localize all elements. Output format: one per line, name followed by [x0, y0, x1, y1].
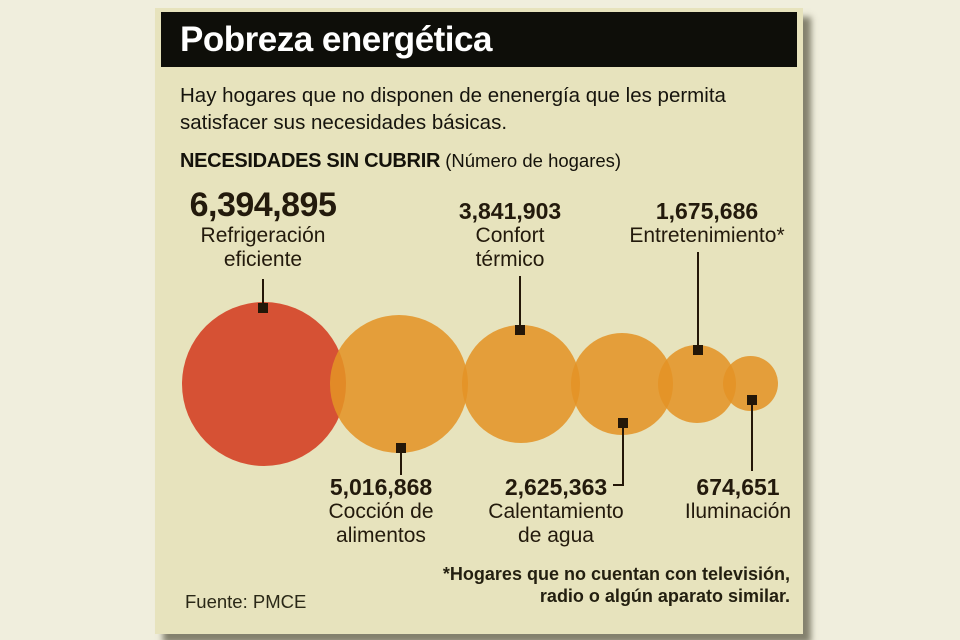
label-iluminacion: 674,651 Iluminación — [685, 474, 791, 524]
connector-line-entretenimiento — [697, 252, 699, 346]
section-header: NECESIDADES SIN CUBRIR (Número de hogare… — [180, 150, 621, 173]
marker-coccion — [396, 443, 406, 453]
label-refrigeracion: 6,394,895 Refrigeración eficiente — [190, 187, 337, 272]
label-confort: 3,841,903 Confort térmico — [459, 198, 561, 272]
marker-entretenimiento — [693, 345, 703, 355]
marker-iluminacion — [747, 395, 757, 405]
infographic-card: Pobreza energética Hay hogares que no di… — [155, 8, 803, 634]
footnote-line2: radio o algún aparato similar. — [539, 586, 790, 606]
marker-refrigeracion — [258, 303, 268, 313]
category-entretenimiento: Entretenimiento* — [629, 224, 785, 247]
category-refrigeracion-line2: eficiente — [223, 248, 303, 271]
section-heading: NECESIDADES SIN CUBRIR — [180, 150, 441, 172]
value-iluminacion: 674,651 — [696, 474, 780, 500]
category-iluminacion: Iluminación — [684, 500, 792, 523]
bubble-confort — [462, 325, 580, 443]
category-confort-line2: térmico — [475, 248, 545, 271]
marker-confort — [515, 325, 525, 335]
connector-line-confort — [519, 276, 521, 326]
intro-text-line2: satisfacer sus necesidades básicas. — [180, 111, 508, 134]
connector-elbow-calentamiento — [613, 484, 623, 486]
intro-text-line1: Hay hogares que no disponen de enenergía… — [180, 84, 726, 107]
intro-text: Hay hogares que no disponen de enenergía… — [180, 82, 780, 136]
footnote: *Hogares que no cuentan con televisión, … — [443, 563, 790, 607]
category-coccion-line1: Cocción de — [328, 500, 434, 523]
label-entretenimiento: 1,675,686 Entretenimiento* — [629, 198, 784, 248]
footnote-line1: *Hogares que no cuentan con televisión, — [442, 564, 790, 584]
value-refrigeracion: 6,394,895 — [189, 186, 337, 224]
category-confort-line1: Confort — [475, 224, 545, 247]
category-calentamiento-line1: Calentamiento — [488, 500, 624, 523]
connector-line-iluminacion — [751, 404, 753, 471]
source-credit: Fuente: PMCE — [185, 591, 307, 612]
bubble-refrigeracion — [182, 302, 346, 466]
page-title: Pobreza energética — [180, 20, 492, 59]
connector-line-coccion — [400, 452, 402, 475]
connector-line-calentamiento — [622, 427, 624, 486]
bubble-coccion — [330, 315, 468, 453]
section-subheading: (Número de hogares) — [440, 150, 622, 171]
connector-line-refrigeracion — [262, 279, 264, 304]
label-calentamiento: 2,625,363 Calentamiento de agua — [488, 474, 623, 548]
marker-calentamiento — [618, 418, 628, 428]
category-calentamiento-line2: de agua — [518, 524, 594, 547]
value-entretenimiento: 1,675,686 — [655, 198, 759, 224]
category-refrigeracion-line1: Refrigeración — [200, 224, 326, 247]
title-bar: Pobreza energética — [161, 12, 797, 67]
category-coccion-line2: alimentos — [336, 524, 426, 547]
value-coccion: 5,016,868 — [329, 474, 433, 500]
value-confort: 3,841,903 — [458, 198, 562, 224]
label-coccion: 5,016,868 Cocción de alimentos — [328, 474, 433, 548]
value-calentamiento: 2,625,363 — [504, 474, 608, 500]
